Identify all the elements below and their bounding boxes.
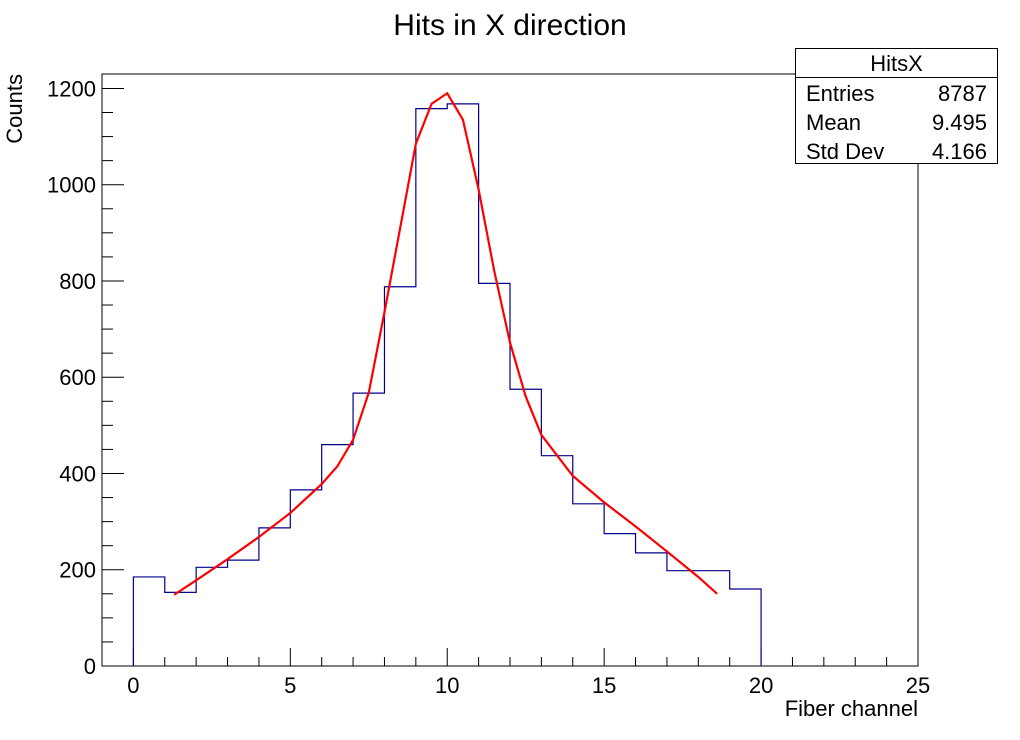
x-axis-label: Fiber channel	[785, 696, 918, 721]
stats-value: 4.166	[931, 139, 987, 164]
stats-label: Entries	[806, 81, 875, 106]
x-tick-label: 15	[592, 673, 616, 698]
x-tick-label: 20	[749, 673, 773, 698]
fit-curve	[173, 91, 718, 596]
stats-label: Mean	[806, 110, 862, 135]
y-axis-label: Counts	[2, 74, 27, 144]
y-tick-label: 1000	[47, 173, 96, 198]
stats-box: HitsX Entries 8787 Mean 9.495 Std Dev 4.…	[795, 48, 998, 164]
y-tick-label: 800	[59, 269, 96, 294]
y-tick-label: 0	[84, 654, 96, 679]
stats-row-mean: Mean 9.495	[806, 110, 987, 138]
x-tick-label: 10	[435, 673, 459, 698]
stats-title: HitsX	[870, 51, 923, 76]
stats-row-entries: Entries 8787	[806, 81, 987, 109]
x-tick-label: 5	[284, 673, 296, 698]
x-tick-label: 25	[906, 673, 930, 698]
chart-title: Hits in X direction	[393, 9, 626, 42]
stats-label: Std Dev	[806, 139, 885, 164]
stats-row-stddev: Std Dev 4.166	[806, 139, 987, 167]
y-tick-label: 1200	[47, 76, 96, 101]
histogram-outline	[132, 103, 762, 666]
y-tick-label: 600	[59, 365, 96, 390]
stats-value: 9.495	[931, 110, 987, 135]
stats-value: 8787	[938, 81, 987, 106]
x-axis: 0 5 10 15 20 25	[101, 648, 930, 698]
y-tick-label: 200	[59, 558, 96, 583]
x-tick-label: 0	[127, 673, 139, 698]
y-axis: 0 200 400 600 800 1000 1200	[47, 76, 124, 679]
y-tick-label: 400	[59, 461, 96, 486]
stats-divider	[796, 77, 997, 78]
